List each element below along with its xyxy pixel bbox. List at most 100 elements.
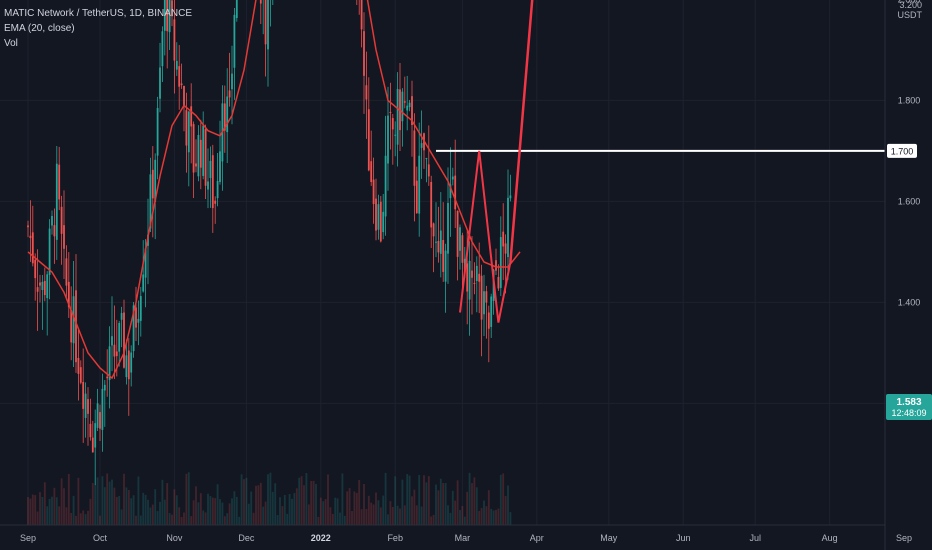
candle-body [103, 384, 106, 391]
volume-bar [329, 507, 332, 525]
volume-bar [46, 506, 49, 525]
candle-body [502, 231, 505, 247]
legend-ema[interactable]: EMA (20, close) [4, 23, 75, 34]
volume-bar [351, 510, 353, 525]
volume-bar [67, 473, 70, 525]
volume-bar [94, 484, 97, 525]
candle-body [432, 223, 435, 237]
time-tick-0: Sep [20, 533, 36, 543]
volume-bar [238, 516, 241, 525]
volume-bar [55, 497, 58, 525]
volume-bar [451, 490, 454, 525]
volume-bar [312, 480, 315, 525]
legend-vol[interactable]: Vol [4, 38, 18, 49]
candle-body [471, 270, 473, 278]
volume-bar [77, 477, 80, 525]
volume-bar [339, 512, 341, 525]
candle-body [151, 169, 154, 199]
volume-bar [269, 472, 272, 525]
volume-bar [211, 497, 214, 525]
volume-bar [415, 505, 418, 525]
candle-body [58, 164, 61, 200]
candle-body [75, 290, 77, 363]
volume-bar [459, 510, 461, 525]
candle-body [63, 225, 65, 249]
candle-body [163, 0, 166, 31]
arrow-shaft[interactable] [509, 0, 577, 263]
volume-bar [257, 485, 260, 525]
volume-bar [231, 498, 233, 525]
candle-body [211, 155, 214, 209]
candle-body [118, 322, 121, 352]
volume-bar [291, 498, 293, 525]
zigzag-drawing[interactable] [459, 150, 512, 323]
candle-body [142, 274, 145, 292]
volume-bar [113, 487, 116, 525]
candle-body [454, 175, 457, 210]
candle-body [187, 111, 190, 153]
projection-arrow[interactable] [509, 0, 584, 263]
volume-bar [111, 479, 113, 525]
volume-bar [360, 509, 363, 525]
volume-bar [391, 506, 394, 525]
volume-bar [324, 499, 327, 525]
volume-bar [435, 484, 437, 525]
candle-body [504, 243, 507, 254]
volume-bar [471, 483, 473, 525]
volume-bar [413, 489, 416, 525]
volume-bar [209, 496, 212, 525]
candle-body [509, 195, 512, 199]
price-axis[interactable]: 3.0002.8002.6002.4002.2002.0001.8001.600… [898, 0, 921, 408]
time-tick-9: Jun [676, 533, 691, 543]
candle-body [411, 96, 413, 125]
candle-body [70, 309, 73, 343]
volume-bar [507, 485, 509, 525]
candle-body [34, 259, 37, 279]
volume-bar [487, 490, 490, 525]
time-tick-12: Sep [896, 533, 912, 543]
volume-bar [295, 488, 298, 525]
volume-bar [147, 499, 149, 525]
candle-body [223, 103, 226, 131]
volume-bar [132, 495, 135, 525]
candle-body [473, 282, 476, 284]
candle-body [72, 296, 75, 344]
volume-bar [223, 516, 226, 525]
candle-body [485, 291, 488, 303]
candle-body [180, 83, 183, 86]
candle-body [27, 225, 29, 228]
volume-bar [355, 492, 358, 525]
volume-bar [468, 472, 471, 525]
time-axis[interactable]: Sep Oct Nov Dec 2022 Feb Mar Apr May Jun Jul Aug Sep [20, 533, 912, 543]
candle-body [135, 307, 137, 328]
candle-body [495, 260, 497, 271]
volume-bar [171, 514, 173, 525]
candle-body [391, 118, 394, 130]
candle-body [439, 230, 442, 254]
candle-body [499, 237, 502, 288]
volume-bar [394, 476, 397, 525]
volume-bar [101, 476, 104, 525]
horizontal-levels[interactable] [268, 0, 885, 152]
candle-body [466, 263, 469, 292]
volume-bar [461, 506, 464, 525]
candle-body [159, 67, 161, 99]
candle-body [156, 108, 159, 156]
candle-body [67, 281, 70, 308]
candle-body [379, 201, 382, 242]
candle-body [79, 367, 82, 383]
candle-body [444, 250, 447, 282]
candle-body [120, 313, 123, 320]
candle-body [219, 151, 221, 182]
candle-body [216, 181, 219, 199]
volume-bar [250, 491, 253, 525]
legend-symbol[interactable]: MATIC Network / TetherUS, 1D, BINANCE [4, 8, 193, 19]
candle-body [161, 31, 164, 67]
candle-body [413, 130, 416, 186]
candle-body [370, 161, 373, 183]
volume-bar [166, 483, 169, 525]
volume-bar [226, 513, 229, 525]
volume-bar [259, 482, 262, 525]
price-tick-8: 1.400 [898, 297, 921, 307]
